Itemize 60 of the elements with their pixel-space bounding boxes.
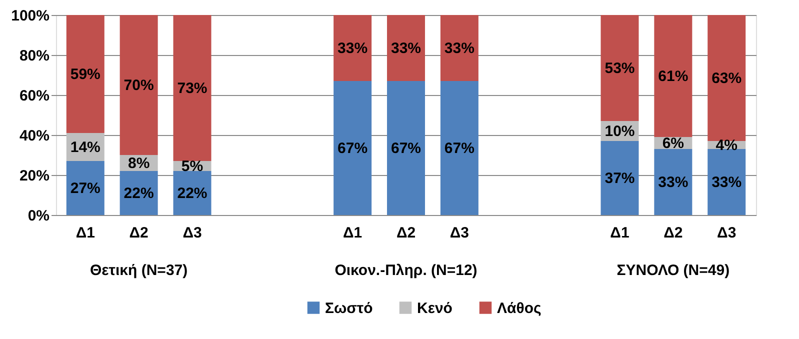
y-tick-label: 60% xyxy=(19,88,50,104)
data-label: 33% xyxy=(444,40,474,57)
data-label: 37% xyxy=(604,170,635,187)
legend-label: Λάθος xyxy=(497,300,542,317)
data-label: 33% xyxy=(658,174,688,191)
x-tick-label: Δ1 xyxy=(610,224,630,242)
data-label: 5% xyxy=(181,158,204,175)
x-tick-label: Δ3 xyxy=(717,224,736,242)
legend-label: Κενό xyxy=(417,300,452,317)
bar xyxy=(66,15,104,133)
bar xyxy=(66,161,104,215)
bar xyxy=(708,149,746,215)
bar xyxy=(334,15,372,81)
bar xyxy=(600,141,639,215)
y-tick-label: 40% xyxy=(19,128,50,144)
data-label: 27% xyxy=(70,180,100,197)
text: Θετική (N=37) xyxy=(90,262,188,279)
data-label: 67% xyxy=(444,140,474,157)
bar xyxy=(654,149,692,215)
y-tick-label: 80% xyxy=(19,48,50,64)
bar xyxy=(120,15,158,155)
x-tick-label: Δ1 xyxy=(76,224,95,242)
data-label: 33% xyxy=(338,40,368,57)
data-label: 22% xyxy=(177,185,208,202)
data-label: 53% xyxy=(604,60,635,77)
data-label: 14% xyxy=(70,139,100,156)
x-tick-label: Δ2 xyxy=(664,224,683,242)
y-tick-label: 0% xyxy=(28,208,50,224)
data-label: 73% xyxy=(177,80,208,97)
bar xyxy=(654,15,692,137)
x-tick-label: Δ1 xyxy=(343,224,362,242)
bar xyxy=(440,81,478,215)
text: Οικον.-Πληρ. (N=12) xyxy=(334,262,478,279)
data-label: 8% xyxy=(128,155,150,172)
bar xyxy=(708,15,746,141)
bar xyxy=(440,15,478,81)
x-tick-label: Δ3 xyxy=(182,224,202,242)
y-tick-label: 100% xyxy=(11,8,50,24)
text: ΣΥΝΟΛΟ (N=49) xyxy=(616,262,730,279)
bar xyxy=(600,15,639,121)
bar xyxy=(334,81,372,215)
data-label: 22% xyxy=(124,185,154,202)
data-label: 70% xyxy=(124,77,154,94)
data-label: 59% xyxy=(70,66,100,83)
data-label: 63% xyxy=(712,70,742,87)
x-tick-label: Δ3 xyxy=(450,224,469,242)
data-label: 10% xyxy=(604,123,635,140)
y-tick-label: 20% xyxy=(19,168,50,184)
data-label: 61% xyxy=(658,68,688,85)
x-tick-label: Δ2 xyxy=(396,224,416,242)
data-label: 33% xyxy=(712,174,742,191)
x-tick-label: Δ2 xyxy=(129,224,148,242)
bar xyxy=(387,15,425,81)
data-label: 67% xyxy=(390,140,422,157)
data-label: 67% xyxy=(338,140,368,157)
data-label: 33% xyxy=(390,40,422,57)
bar xyxy=(173,15,212,161)
data-label: 6% xyxy=(662,135,684,152)
legend-label: Σωστό xyxy=(325,300,373,317)
bar xyxy=(387,81,425,215)
